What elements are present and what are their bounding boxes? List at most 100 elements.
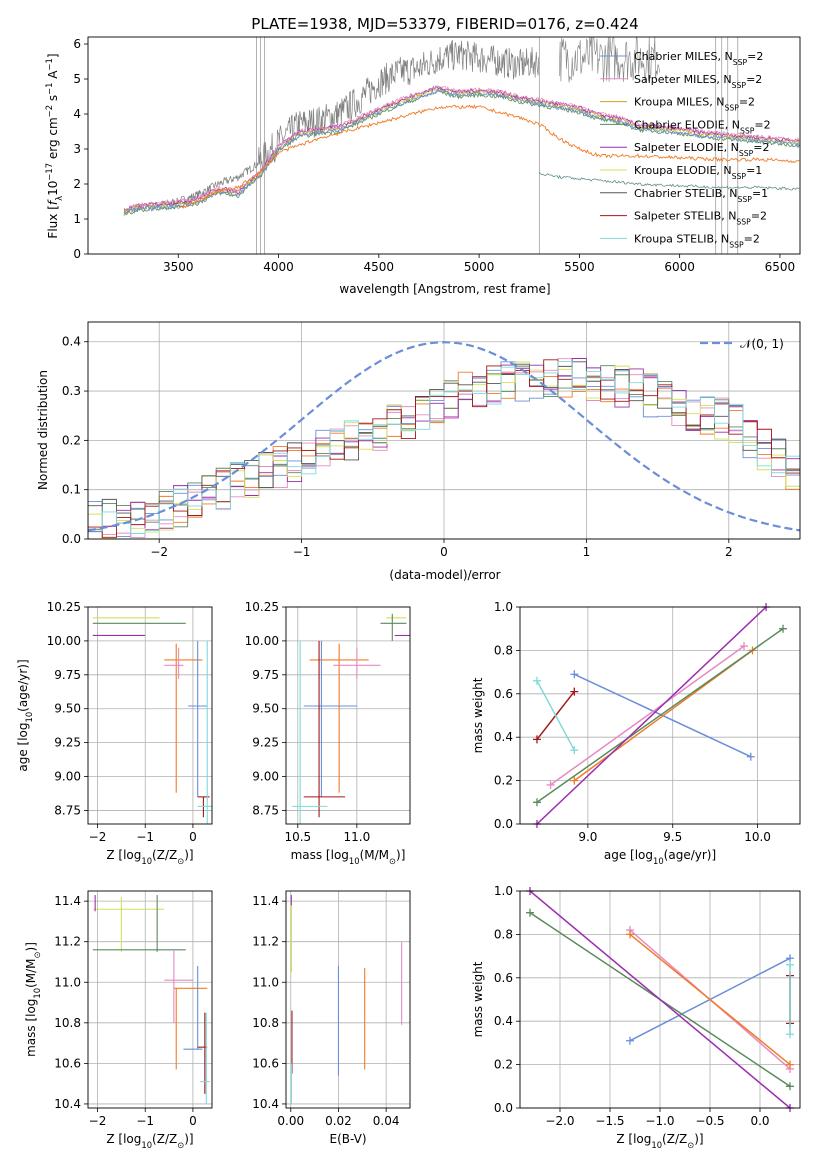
- axes-frame: [285, 890, 411, 1109]
- y-tick-label: 9.50: [54, 702, 81, 716]
- x-tick-label: 9.0: [578, 830, 597, 844]
- weight-vs-age-panel: 9.0 9.5 10.0 0.0 0.2 0.4 0.6 0.8 1.0 age [log10(a…: [471, 600, 801, 866]
- y-tick-label: 5: [73, 72, 81, 86]
- y-tick-label: 9.75: [252, 668, 279, 682]
- label-part: s: [46, 95, 60, 105]
- label-part: 10: [141, 856, 152, 866]
- x-tick-label: 0: [189, 1114, 197, 1128]
- label-part: −1: [44, 83, 54, 95]
- legend-entry: Kroupa MILES, NSSP=2: [634, 96, 755, 113]
- label-part: Salpeter MILES, N: [634, 73, 732, 86]
- weight-point: [526, 908, 534, 917]
- y-tick-label: 8.75: [54, 803, 81, 817]
- x-tick-label: 0.00: [277, 1114, 304, 1128]
- y-tick-label: 0.6: [494, 687, 513, 701]
- label-part: mass weight: [471, 961, 485, 1037]
- y-tick-label: 10.00: [245, 634, 279, 648]
- x-tick-label: 10.0: [744, 830, 771, 844]
- x-tick-label: 5500: [564, 260, 595, 274]
- x-axis-label: Z [log10(Z/Z⊙)]: [106, 1132, 193, 1150]
- model-spectrum: [123, 85, 800, 211]
- legend-entry: Kroupa ELODIE, NSSP=1: [634, 164, 762, 181]
- y-tick-label: 9.00: [252, 770, 279, 784]
- label-part: 10: [349, 856, 360, 866]
- label-part: =1: [746, 164, 762, 177]
- error-bars: [92, 895, 210, 1104]
- y-tick-label: 0.2: [494, 774, 513, 788]
- y-tick-label: 0.2: [62, 433, 81, 447]
- label-part: age [log: [604, 848, 653, 862]
- weight-point: [786, 1060, 794, 1069]
- label-part: =2: [739, 96, 755, 109]
- error-bars: [291, 613, 410, 824]
- label-part: SSP: [733, 58, 748, 67]
- axes-frame: [87, 890, 213, 1109]
- y-tick-label: 10.00: [47, 634, 81, 648]
- legend-entry: 𝒩(0, 1): [740, 337, 784, 351]
- label-part: (Z/Z: [152, 1132, 177, 1146]
- y-tick-label: 1: [73, 212, 81, 226]
- y-tick-label: 11.0: [252, 975, 279, 989]
- y-tick-label: 0.0: [62, 532, 81, 546]
- x-tick-label: 0: [440, 545, 448, 559]
- label-part: Salpeter ELODIE, N: [634, 141, 739, 154]
- legend-entry: Salpeter MILES, NSSP=2: [634, 73, 762, 90]
- y-tick-label: 0.0: [494, 817, 513, 831]
- x-tick-label: 0.02: [325, 1114, 352, 1128]
- figure-title: PLATE=1938, MJD=53379, FIBERID=0176, z=0…: [251, 15, 638, 33]
- label-part: SSP: [732, 80, 747, 89]
- x-axis-label: (data-model)/error: [389, 568, 500, 582]
- y-tick-label: 0.4: [494, 730, 513, 744]
- x-axis-label: age [log10(age/yr)]: [604, 848, 716, 866]
- model-spectrum: [177, 104, 800, 210]
- label-part: (Z/Z: [152, 848, 177, 862]
- label-part: =2: [753, 141, 769, 154]
- y-tick-label: 1.0: [494, 600, 513, 614]
- axes-frame: [87, 36, 801, 255]
- y-tick-label: 3: [73, 142, 81, 156]
- label-part: =1: [752, 187, 768, 200]
- label-part: 10: [653, 856, 664, 866]
- weight-line: [536, 680, 575, 751]
- legend-entry: Chabrier MILES, NSSP=2: [634, 50, 763, 67]
- label-part: erg cm: [46, 117, 60, 163]
- weight-line: [536, 628, 784, 803]
- weight-point: [570, 687, 579, 696]
- y-tick-label: 10.25: [47, 600, 81, 614]
- weight-point: [786, 1082, 794, 1091]
- x-tick-label: 5000: [464, 260, 495, 274]
- label-part: 10: [141, 1140, 152, 1150]
- y-tick-label: 0.2: [494, 1058, 513, 1072]
- label-part: 10: [32, 988, 42, 999]
- y-tick-label: 0.4: [62, 335, 81, 349]
- label-part: Chabrier STELIB, N: [634, 187, 738, 200]
- model-spectrum: [123, 89, 800, 216]
- x-tick-label: −2: [89, 830, 107, 844]
- weight-point: [570, 776, 579, 785]
- x-tick-label: −1.0: [645, 1114, 674, 1128]
- label-part: 10: [651, 1140, 662, 1150]
- y-tick-label: 10.8: [54, 1016, 81, 1030]
- legend-entry: Salpeter STELIB, NSSP=2: [634, 210, 767, 227]
- y-tick-label: 4: [73, 107, 81, 121]
- model-spectrum: [124, 87, 800, 214]
- label-part: )]: [184, 848, 193, 862]
- y-tick-label: 10.4: [54, 1097, 81, 1111]
- y-tick-label: 1.0: [494, 884, 513, 898]
- label-part: age [log: [16, 723, 30, 772]
- label-part: (M/M: [360, 848, 389, 862]
- x-tick-label: −1: [136, 1114, 154, 1128]
- label-part: SSP: [740, 126, 755, 135]
- y-tick-label: 0.1: [62, 483, 81, 497]
- weight-point: [532, 735, 541, 744]
- x-tick-label: 9.5: [663, 830, 682, 844]
- y-axis-label: mass weight: [471, 677, 485, 753]
- label-part: =2: [746, 73, 762, 86]
- y-tick-label: 8.75: [252, 803, 279, 817]
- label-part: mass weight: [471, 677, 485, 753]
- x-tick-label: −2: [150, 545, 168, 559]
- label-part: mass [log: [24, 999, 38, 1057]
- x-tick-label: −2: [89, 1114, 107, 1128]
- y-axis-label: mass [log10(M/M⊙)]: [24, 942, 42, 1057]
- label-part: ⊙: [177, 856, 184, 866]
